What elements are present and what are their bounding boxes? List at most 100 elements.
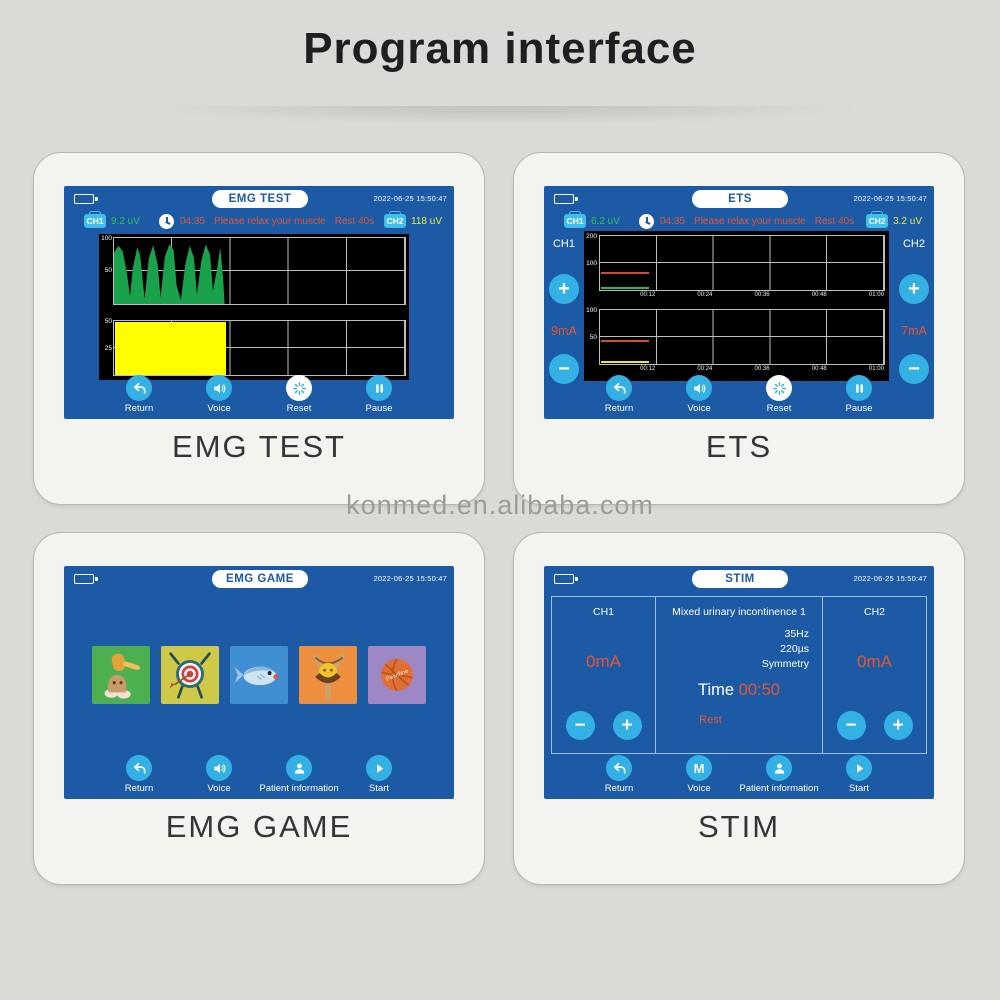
ch2-decrease-button[interactable]: − [836, 711, 866, 740]
time-value: 00:50 [738, 681, 780, 699]
start-button[interactable]: Start [819, 755, 899, 794]
dart-target-icon [169, 652, 211, 699]
card-ets: ETS 2022-06-25 15:50:47 CH1 6.2 uV 04:35… [513, 152, 965, 505]
start-icon [366, 755, 392, 781]
ets-screen: ETS 2022-06-25 15:50:47 CH1 6.2 uV 04:35… [544, 186, 934, 419]
ets-ch1-xticks: 00:12 00:24 00:36 00:48 01:00 [640, 292, 884, 298]
ch1-increase-button[interactable]: + [612, 711, 642, 740]
ch2-decrease-button[interactable]: − [899, 354, 929, 384]
reset-icon [286, 375, 312, 401]
ch2-increase-button[interactable]: + [899, 274, 929, 304]
game-tile-dart-target[interactable] [161, 646, 219, 704]
ch2-badge: CH2 [384, 210, 407, 228]
ch1-value: 6.2 uV [591, 215, 620, 227]
reset-button[interactable]: Reset [739, 375, 819, 414]
return-button[interactable]: Return [99, 375, 179, 414]
ets-ch2-plot [599, 309, 885, 365]
game-tile-whack-a-mole[interactable] [92, 646, 150, 704]
voice-button[interactable]: Voice [179, 755, 259, 794]
voice-m-icon: M [686, 755, 712, 781]
ch2-increase-button[interactable]: + [883, 711, 913, 740]
voice-icon [686, 375, 712, 401]
ch1-label: CH1 [592, 606, 614, 618]
game-tile-fish[interactable] [230, 646, 288, 704]
voice-button[interactable]: Voice [659, 375, 739, 414]
stim-screen: STIM 2022-06-25 15:50:47 CH1 0mA − + Mix… [544, 566, 934, 799]
game-tiles: Pelvifine [64, 646, 454, 704]
stim-title-pill: STIM [692, 570, 788, 588]
ch1-threshold-line [601, 271, 650, 274]
stim-parameters: 35Hz 220µs Symmetry [762, 627, 809, 672]
emg-test-title-pill: EMG TEST [212, 190, 308, 208]
status-message: Please relax your muscle [694, 215, 806, 227]
start-icon [846, 755, 872, 781]
datetime: 2022-06-25 15:50:47 [853, 574, 927, 583]
return-button[interactable]: Return [579, 755, 659, 794]
ch1-value: 9.2 uV [111, 215, 140, 227]
ch2-side-label: CH2 [902, 238, 925, 250]
pause-button[interactable]: Pause [819, 375, 899, 414]
ch1-side-label: CH1 [552, 238, 575, 250]
stim-buttons: Return M Voice Patient information Start [544, 755, 934, 794]
emg-game-buttons: Return Voice Patient information Start [64, 755, 454, 794]
emg-envelope-plot [113, 237, 406, 305]
patient-information-button[interactable]: Patient information [259, 755, 339, 794]
status-message: Please relax your muscle [214, 215, 326, 227]
voice-button[interactable]: M Voice [659, 755, 739, 794]
return-icon [606, 375, 632, 401]
page-title: Program interface [303, 24, 697, 73]
return-icon [126, 375, 152, 401]
ch1-decrease-button[interactable]: − [549, 354, 579, 384]
ch2-signal-line [601, 361, 650, 363]
basketball-icon: Pelvifine [381, 658, 413, 692]
battery-icon [554, 574, 578, 584]
ets-ch1-plot [599, 235, 885, 291]
patient-information-button[interactable]: Patient information [739, 755, 819, 794]
voice-button[interactable]: Voice [179, 375, 259, 414]
work-bar [115, 322, 226, 375]
stim-program-cell: Mixed urinary incontinence 1 35Hz 220µs … [656, 597, 822, 753]
waveform-value: Symmetry [761, 658, 809, 670]
y-tick: 100 [101, 235, 112, 242]
start-button[interactable]: Start [339, 755, 419, 794]
game-tile-basketball[interactable]: Pelvifine [368, 646, 426, 704]
card-caption-ets: ETS [705, 429, 773, 464]
ets-ch2-xticks: 00:12 00:24 00:36 00:48 01:00 [640, 366, 884, 372]
stim-ch1-cell: CH1 0mA − + [552, 597, 656, 753]
y-tick: 200 [586, 233, 597, 240]
return-button[interactable]: Return [579, 375, 659, 414]
card-caption-emg-test: EMG TEST [172, 429, 346, 464]
ch1-increase-button[interactable]: + [549, 274, 579, 304]
emg-game-screen: EMG GAME 2022-06-25 15:50:47 [64, 566, 454, 799]
ets-topbar: ETS 2022-06-25 15:50:47 [553, 190, 927, 211]
clock-icon [159, 213, 174, 229]
phase-indicator: Rest [699, 714, 722, 726]
datetime: 2022-06-25 15:50:47 [853, 194, 927, 203]
battery-icon [74, 574, 98, 584]
ch1-decrease-button[interactable]: − [565, 711, 595, 740]
reset-button[interactable]: Reset [259, 375, 339, 414]
voice-icon [206, 375, 232, 401]
return-button[interactable]: Return [99, 755, 179, 794]
card-emg-test: EMG TEST 2022-06-25 15:50:47 CH1 9.2 uV … [33, 152, 485, 505]
ch2-badge: CH2 [866, 210, 889, 228]
emg-game-topbar: EMG GAME 2022-06-25 15:50:47 [73, 570, 447, 591]
y-tick: 50 [104, 267, 112, 274]
y-tick: 100 [586, 260, 597, 267]
emg-work-plot [113, 320, 406, 376]
pause-button[interactable]: Pause [339, 375, 419, 414]
y-tick: 50 [104, 318, 112, 325]
ch1-current: 9mA [551, 324, 577, 338]
emg-game-title-pill: EMG GAME [212, 570, 308, 588]
pause-icon [846, 375, 872, 401]
voice-icon [206, 755, 232, 781]
pause-icon [366, 375, 392, 401]
emg-test-inforow: CH1 9.2 uV 04:35 Please relax your muscl… [84, 210, 442, 229]
whack-a-mole-icon [104, 653, 140, 699]
rest-countdown: Rest 40s [814, 215, 855, 227]
emg-test-screen: EMG TEST 2022-06-25 15:50:47 CH1 9.2 uV … [64, 186, 454, 419]
slingshot-icon [312, 653, 346, 701]
ch2-current: 0mA [857, 652, 892, 671]
game-tile-slingshot[interactable] [299, 646, 357, 704]
stim-ch2-cell: CH2 0mA − + [822, 597, 926, 753]
